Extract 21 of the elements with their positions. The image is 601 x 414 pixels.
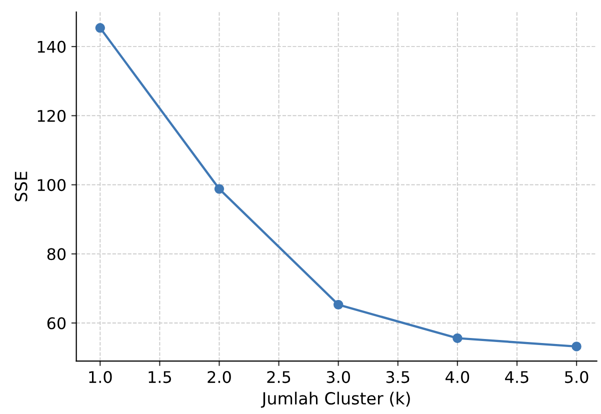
y-tick-label: 60 [47, 317, 66, 330]
x-tick-label: 3.0 [326, 371, 350, 384]
point [333, 300, 344, 310]
x-tick-label: 2.5 [267, 371, 290, 384]
x-tick-label: 1.5 [148, 371, 172, 384]
y-axis-title: SSE [14, 172, 28, 202]
y-tick-label: 140 [38, 40, 66, 53]
x-tick-label: 4.0 [446, 371, 470, 384]
y-tick-label: 100 [38, 178, 66, 192]
point [214, 184, 224, 194]
x-axis-title: Jumlah Cluster (k) [260, 392, 410, 408]
y-tick-label: 80 [47, 248, 66, 260]
x-tick-label: 2.0 [208, 371, 231, 384]
x-tick-label: 1.0 [89, 371, 112, 384]
point [95, 23, 106, 33]
x-tick-label: 5.0 [565, 371, 588, 384]
point [452, 333, 462, 344]
x-tick-label: 4.5 [505, 371, 528, 384]
x-tick-label: 3.5 [386, 371, 410, 384]
point [572, 342, 582, 352]
y-tick-label: 120 [38, 110, 66, 122]
